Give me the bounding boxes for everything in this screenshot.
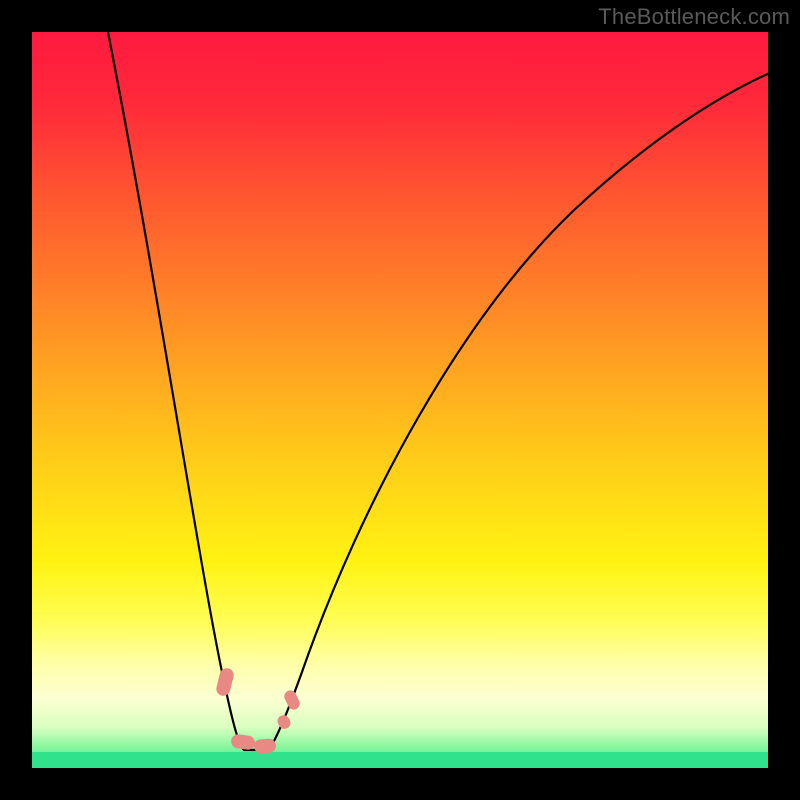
watermark-text: TheBottleneck.com	[598, 4, 790, 30]
curve-marker-3	[254, 738, 277, 754]
curve-marker-2	[230, 733, 256, 750]
chart-canvas: TheBottleneck.com	[0, 0, 800, 800]
curve-marker-5	[282, 688, 302, 711]
plot-area	[32, 32, 768, 768]
marker-layer	[32, 32, 768, 768]
curve-marker-4	[275, 713, 292, 731]
curve-marker-1	[215, 667, 235, 698]
